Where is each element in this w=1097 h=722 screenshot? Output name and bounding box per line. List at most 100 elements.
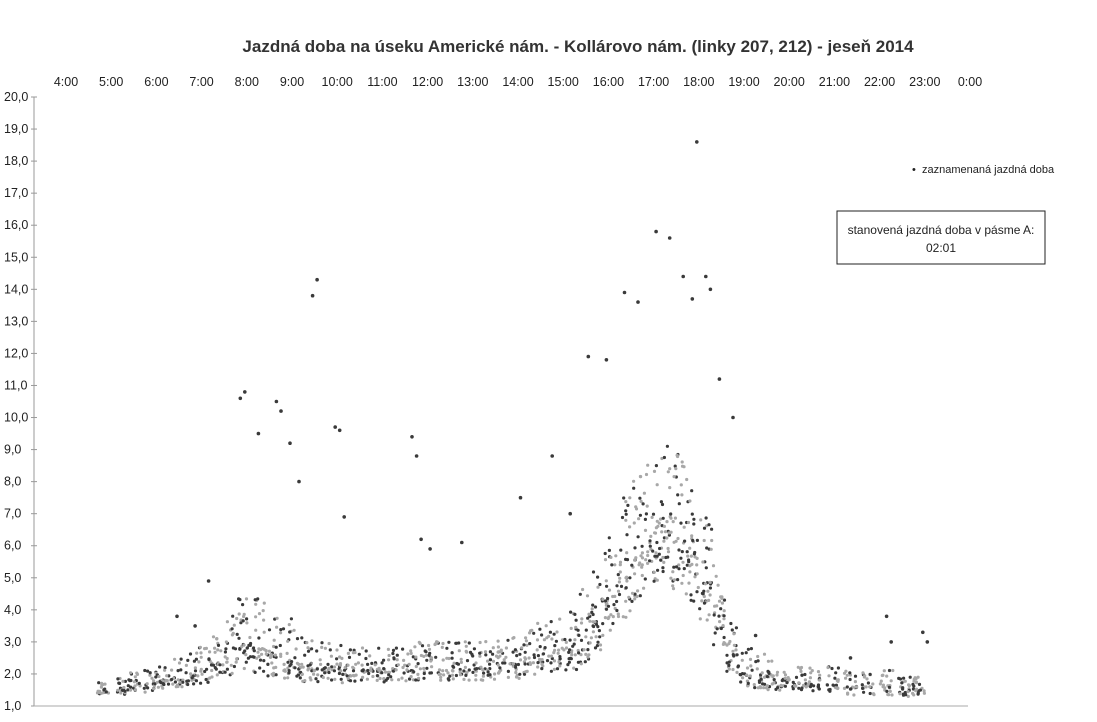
data-point [688,499,692,503]
data-point [230,627,234,631]
data-point [668,486,672,490]
data-point [286,676,290,680]
data-point [729,621,733,626]
data-point [199,651,203,655]
data-point [614,554,618,558]
data-point [454,641,458,645]
data-point [416,662,420,666]
data-point [662,560,666,565]
data-point [346,676,350,681]
data-point [213,666,217,670]
data-point [382,658,386,662]
y-tick-label: 2,0 [4,667,21,681]
x-tick-label: 18:00 [683,75,714,89]
data-point [518,658,523,662]
data-point [321,675,325,680]
data-point [245,617,249,621]
data-point [133,684,137,688]
data-point [221,663,225,667]
data-point [429,671,433,675]
data-point [808,676,813,680]
x-tick-label: 17:00 [638,75,669,89]
data-point [655,483,659,487]
data-point [176,678,180,682]
data-point [207,657,211,662]
data-point [646,463,650,467]
data-point [396,663,400,667]
data-point [783,673,788,677]
data-point [260,647,264,651]
data-point [123,689,127,693]
y-tick-label: 12,0 [4,346,28,360]
data-point [702,601,707,605]
data-point [290,660,294,664]
data-point [496,650,500,654]
data-point [401,647,405,651]
x-axis-tick-labels: 4:00 5:00 6:00 7:00 8:00 9:00 10:00 11:00 12:00 1… [54,75,982,89]
data-point [680,460,684,464]
data-point [627,595,631,599]
data-point [757,680,762,685]
data-point [662,524,667,529]
data-point [606,604,611,608]
data-point [129,671,133,675]
data-point [763,682,767,686]
data-point [318,658,322,662]
data-point [596,575,600,579]
data-point [145,682,149,686]
data-point [671,587,676,591]
data-point [595,644,600,648]
data-point [707,598,711,603]
data-point-outlier [753,633,758,638]
data-point [133,675,137,679]
data-point [609,555,613,560]
data-point [695,563,699,567]
data-point [508,662,512,666]
data-point [712,643,716,647]
data-point [293,666,297,670]
data-point [293,656,297,660]
data-point [481,678,485,682]
data-point [753,686,757,690]
data-point [532,631,536,635]
data-point [901,686,905,690]
data-point [496,671,501,675]
data-point [316,680,320,684]
data-point [218,663,222,667]
data-point [887,685,892,689]
data-point [564,668,568,672]
data-point [881,685,885,689]
data-point [488,673,492,677]
data-point [390,678,394,682]
data-point [528,661,532,665]
data-point [609,613,613,617]
data-point [916,691,920,695]
data-point [397,678,401,682]
data-point [674,539,678,543]
data-point [119,691,123,695]
data-point [310,669,314,673]
data-point [340,681,344,685]
data-point [347,655,352,660]
data-point [292,628,296,632]
data-point [523,662,527,666]
data-point [389,675,393,679]
data-point [452,661,456,665]
data-point [661,569,665,574]
data-point [283,676,287,680]
data-point [524,636,528,640]
data-point [621,615,625,619]
data-point [213,650,217,654]
data-point [868,691,872,696]
data-point [584,652,588,657]
data-point-outlier [315,277,319,282]
data-point [785,681,789,685]
data-point [474,678,478,682]
data-point [549,661,553,665]
data-point [878,682,883,686]
data-point [341,672,345,677]
data-point [639,499,643,503]
data-point [660,530,664,534]
data-point [711,564,716,568]
data-point [464,649,468,653]
